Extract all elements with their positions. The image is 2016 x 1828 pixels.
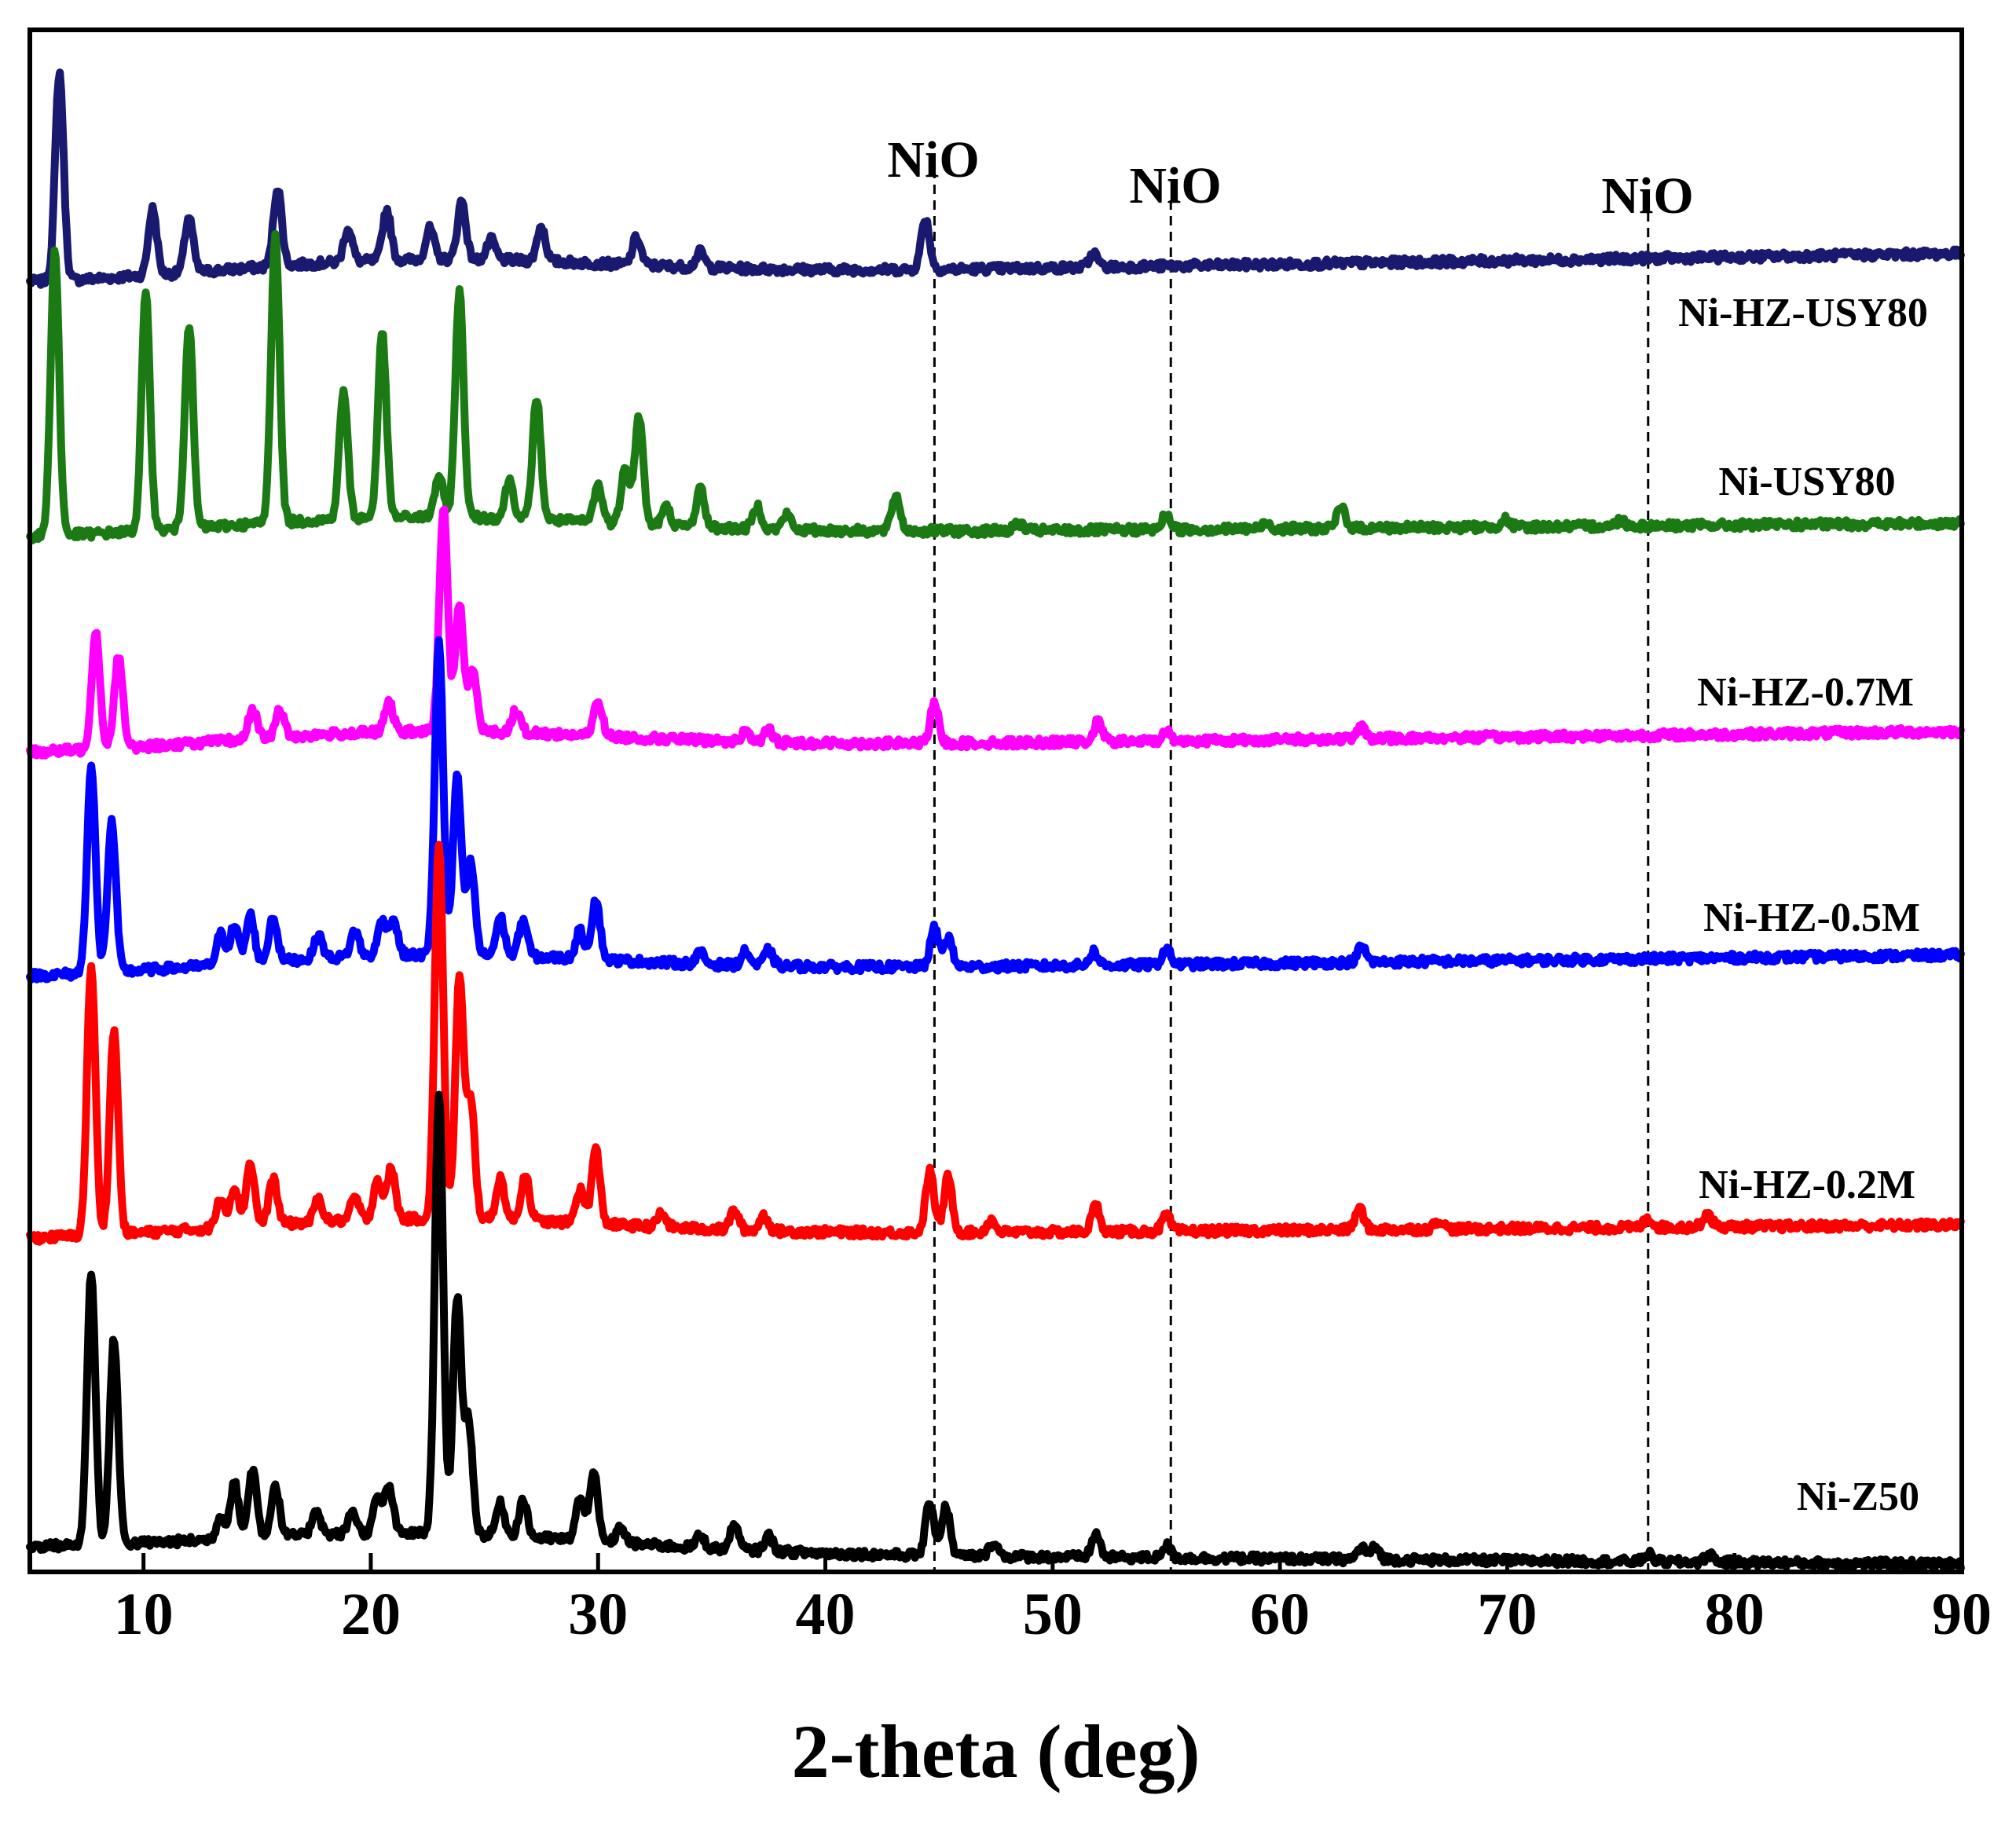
- series-line-ni-hz-usy80: [26, 68, 1965, 289]
- x-axis-title: 2-theta (deg): [792, 1709, 1200, 1793]
- nio-annotation-1: NiO: [887, 131, 979, 189]
- series-line-ni-hz-0-2m: [26, 841, 1965, 1246]
- series-label-ni-hz-usy80: Ni-HZ-USY80: [1678, 291, 1928, 335]
- series-label-ni-hz-0-7m: Ni-HZ-0.7M: [1697, 670, 1914, 715]
- series-label-ni-z50: Ni-Z50: [1797, 1474, 1919, 1519]
- series-layer: [26, 68, 1965, 1573]
- series-line-ni-hz-0-5m: [26, 636, 1965, 984]
- series-label-ni-hz-0-5m: Ni-HZ-0.5M: [1703, 896, 1920, 940]
- x-tick-label: 80: [1705, 1581, 1765, 1647]
- nio-annotation-2: NiO: [1129, 157, 1221, 214]
- x-tick-label: 10: [114, 1581, 174, 1647]
- reference-lines: [933, 153, 1650, 1572]
- x-tick-label: 40: [796, 1581, 856, 1647]
- x-tick-label: 20: [341, 1581, 401, 1647]
- plot-frame: [27, 27, 1964, 1574]
- x-tick-label: 70: [1477, 1581, 1537, 1647]
- x-tick-label: 50: [1023, 1581, 1083, 1647]
- x-axis-ticks: 10 20 30 40 50 60 70 80 90: [114, 1553, 1992, 1647]
- series-line-ni-usy80: [26, 229, 1965, 544]
- series-line-ni-hz-0-7m: [26, 505, 1965, 760]
- series-labels: Ni-HZ-USY80 Ni-USY80 Ni-HZ-0.7M Ni-HZ-0.…: [1678, 291, 1928, 1519]
- nio-annotation-3: NiO: [1601, 167, 1693, 225]
- series-line-ni-z50: [26, 1090, 1965, 1573]
- x-tick-label: 60: [1250, 1581, 1310, 1647]
- x-tick-label: 30: [568, 1581, 628, 1647]
- series-label-ni-hz-0-2m: Ni-HZ-0.2M: [1699, 1163, 1915, 1207]
- peak-annotations: NiO NiO NiO: [887, 131, 1693, 225]
- x-tick-label: 90: [1932, 1581, 1992, 1647]
- series-label-ni-usy80: Ni-USY80: [1718, 460, 1895, 504]
